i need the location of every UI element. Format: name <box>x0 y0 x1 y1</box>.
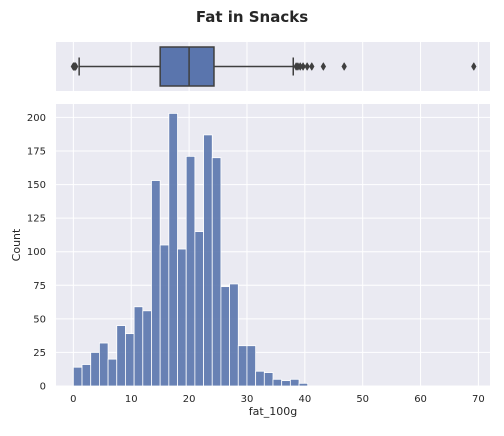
histogram-bar <box>134 307 143 386</box>
x-tick-label: 30 <box>241 394 254 405</box>
histogram-bar <box>264 373 273 386</box>
chart-title: Fat in Snacks <box>196 8 308 26</box>
y-tick-label: 150 <box>27 180 46 191</box>
x-tick-label: 60 <box>414 394 427 405</box>
x-tick-label: 20 <box>183 394 196 405</box>
interquartile-box <box>160 47 214 86</box>
histogram-bar <box>282 381 291 386</box>
y-tick-label: 200 <box>27 113 46 124</box>
x-tick-label: 40 <box>298 394 311 405</box>
histogram-bar <box>125 334 134 386</box>
histogram-bar <box>195 232 204 386</box>
x-tick-label: 10 <box>125 394 138 405</box>
histogram-bar <box>299 383 308 386</box>
histogram-bar <box>82 365 91 386</box>
histogram-bar <box>247 346 256 386</box>
histogram-bar <box>73 367 82 386</box>
y-tick-label: 0 <box>40 382 46 393</box>
x-axis-label: fat_100g <box>249 405 297 418</box>
y-axis-label: Count <box>10 228 23 261</box>
y-tick-label: 25 <box>33 348 46 359</box>
histogram-bar <box>178 249 187 386</box>
histogram-bar <box>169 113 178 386</box>
histogram-bar <box>204 135 213 386</box>
y-tick-label: 125 <box>27 214 46 225</box>
y-tick-labels: 0 25 50 75 100 125 150 175 200 <box>27 113 46 393</box>
histogram-bar <box>117 326 126 386</box>
histogram-bar <box>151 181 160 386</box>
histogram-bar <box>230 284 239 386</box>
boxplot-panel <box>56 42 490 91</box>
histogram-bar <box>290 379 299 386</box>
histogram-bar <box>91 352 100 386</box>
histogram-bar <box>256 371 265 386</box>
y-tick-label: 75 <box>33 281 46 292</box>
histogram-bar <box>221 287 230 386</box>
histogram-bar <box>108 359 117 386</box>
histogram-bar <box>212 158 221 386</box>
histogram-bar <box>186 156 195 386</box>
histogram-bar <box>273 379 282 386</box>
histogram-bar <box>143 311 152 386</box>
x-tick-label: 50 <box>356 394 369 405</box>
x-tick-label: 70 <box>472 394 485 405</box>
histogram-bar <box>160 245 169 386</box>
histogram-bar <box>99 343 108 386</box>
x-tick-labels: 0 10 20 30 40 50 60 70 <box>70 394 485 405</box>
y-tick-label: 100 <box>27 247 46 258</box>
histogram-bar <box>238 346 247 386</box>
y-tick-label: 50 <box>33 314 46 325</box>
histogram-panel: 0 10 20 30 40 50 60 70 0 25 50 75 100 125 150 175 200 f… <box>10 104 490 418</box>
y-tick-label: 175 <box>27 147 46 158</box>
x-tick-label: 0 <box>70 394 76 405</box>
